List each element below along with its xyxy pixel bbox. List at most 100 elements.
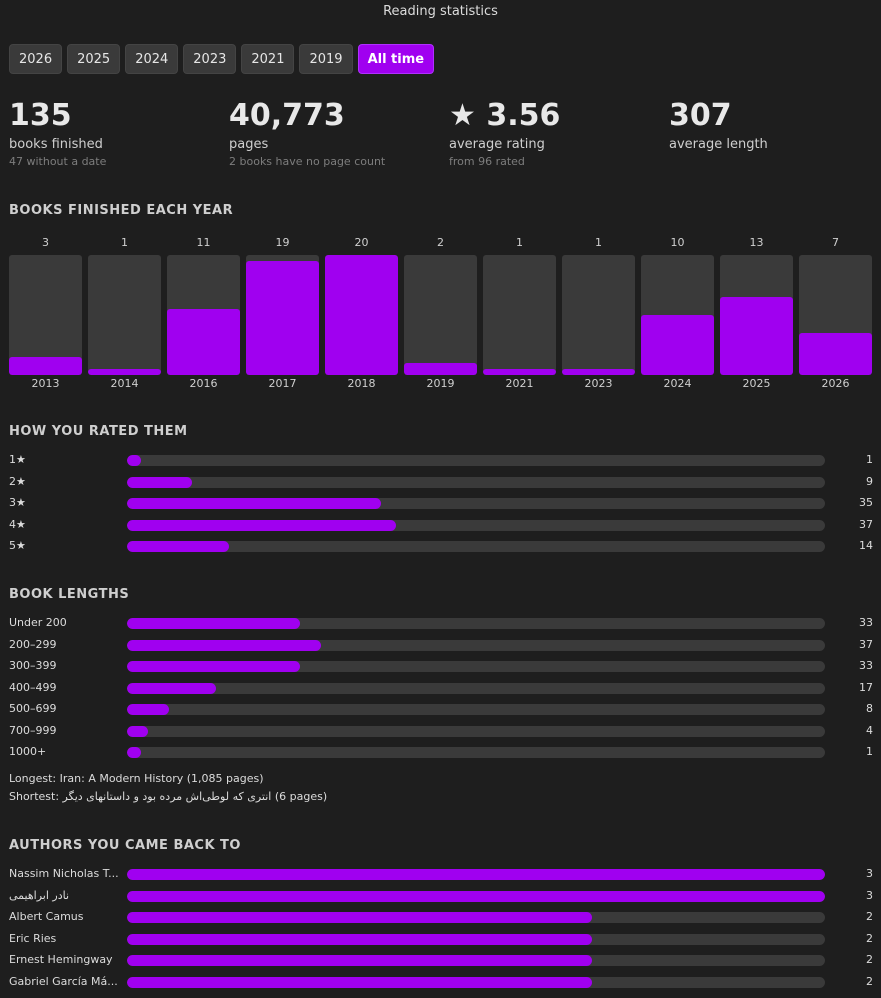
- books-per-year-chart: 3 2013 1 2014 11 2016 19 2017 20 2018 2 2019 1 2021 1 2…: [9, 236, 873, 396]
- books-finished-label: books finished: [9, 137, 103, 152]
- rating-count: 9: [866, 474, 873, 488]
- tab-2026[interactable]: 2026: [9, 44, 63, 74]
- author-row: Nassim Nicholas T... 3: [0, 866, 881, 882]
- author-count: 2: [866, 974, 873, 988]
- author-bar-track: [127, 912, 825, 923]
- author-bar: [127, 890, 825, 902]
- length-bar: [127, 661, 301, 672]
- year-column: 11 2016: [167, 236, 240, 390]
- year-bar-track: [9, 255, 82, 375]
- year-bar: [88, 369, 161, 375]
- year-column: 2 2019: [404, 236, 477, 390]
- tab-2025[interactable]: 2025: [67, 44, 121, 74]
- author-label: Gabriel García Má...: [9, 974, 118, 988]
- length-bar-track: [127, 725, 825, 737]
- year-count-label: 7: [832, 236, 839, 249]
- length-label: 300–399: [9, 659, 57, 672]
- length-bar-track: [127, 682, 825, 694]
- rating-label: 5★: [9, 539, 26, 552]
- length-count: 33: [859, 616, 873, 629]
- rating-count: 35: [859, 496, 873, 509]
- year-column: 1 2023: [562, 236, 635, 390]
- length-bar: [127, 682, 217, 694]
- length-row: Under 200 33: [0, 615, 881, 631]
- length-row: 400–499 17: [0, 680, 881, 696]
- length-bar-track: [127, 747, 825, 758]
- year-label: 2016: [189, 377, 218, 390]
- tab-all-time[interactable]: All time: [357, 44, 435, 74]
- author-bar-track: [127, 869, 825, 880]
- rating-bar: [127, 519, 397, 531]
- length-row: 1000+ 1: [0, 744, 881, 760]
- author-bar-track: [127, 890, 825, 902]
- rating-bar-track: [127, 476, 825, 488]
- longest-book: Longest: Iran: A Modern History (1,085 p…: [9, 772, 264, 785]
- author-count: 2: [866, 910, 873, 923]
- author-bar-track: [127, 955, 825, 966]
- year-bar-track: [325, 255, 398, 375]
- tab-2021[interactable]: 2021: [241, 44, 295, 74]
- year-bar-track: [167, 255, 240, 375]
- rating-bar-track: [127, 519, 825, 531]
- year-bar-track: [720, 255, 793, 375]
- year-bar-track: [799, 255, 872, 375]
- year-count-label: 1: [121, 236, 128, 249]
- year-label: 2018: [347, 377, 376, 390]
- length-row: 300–399 33: [0, 658, 881, 674]
- length-label: 700–999: [9, 723, 57, 737]
- year-bar: [246, 261, 319, 375]
- year-label: 2014: [110, 377, 139, 390]
- pages-label: pages: [229, 137, 269, 152]
- year-bar-track: [483, 255, 556, 375]
- rating-row: 5★ 14: [0, 538, 881, 554]
- author-count: 2: [866, 931, 873, 945]
- author-label: Albert Camus: [9, 910, 84, 923]
- stat-pages: 40,773 pages 2 books have no page count: [229, 96, 385, 170]
- rating-bar: [127, 455, 141, 466]
- year-column: 1 2021: [483, 236, 556, 390]
- tab-2019[interactable]: 2019: [299, 44, 353, 74]
- year-bar: [720, 297, 793, 375]
- rating-label: 1★: [9, 453, 26, 466]
- length-count: 33: [859, 659, 873, 672]
- length-label: Under 200: [9, 616, 67, 629]
- average-rating-sub: from 96 rated: [449, 155, 525, 168]
- stat-rating: ★ 3.56 average rating from 96 rated: [449, 96, 560, 170]
- tab-2024[interactable]: 2024: [125, 44, 179, 74]
- year-label: 2026: [821, 377, 850, 390]
- rating-count: 14: [859, 539, 873, 552]
- author-count: 3: [866, 867, 873, 880]
- average-rating-label: average rating: [449, 137, 545, 152]
- year-bar: [641, 315, 714, 375]
- length-bar-track: [127, 618, 825, 629]
- section-title-per-year: BOOKS FINISHED EACH YEAR: [9, 203, 234, 218]
- author-label: Nassim Nicholas T...: [9, 867, 119, 880]
- year-bar: [404, 363, 477, 375]
- author-row: Gabriel García Má... 2: [0, 974, 881, 990]
- year-label: 2019: [426, 377, 455, 390]
- length-bar: [127, 747, 141, 758]
- books-finished-sub: 47 without a date: [9, 155, 107, 168]
- length-row: 500–699 8: [0, 701, 881, 717]
- year-label: 2025: [742, 377, 771, 390]
- year-count-label: 10: [670, 236, 685, 249]
- rating-count: 37: [859, 517, 873, 531]
- author-count: 3: [866, 888, 873, 902]
- year-column: 3 2013: [9, 236, 82, 390]
- author-bar: [127, 955, 593, 966]
- stat-books: 135 books finished 47 without a date: [9, 96, 106, 170]
- length-label: 1000+: [9, 745, 47, 758]
- tab-2023[interactable]: 2023: [183, 44, 237, 74]
- year-bar-track: [88, 255, 161, 375]
- year-count-label: 19: [275, 236, 290, 249]
- year-bar: [483, 369, 556, 375]
- rating-bar: [127, 476, 193, 488]
- length-count: 4: [866, 723, 873, 737]
- length-bar-track: [127, 661, 825, 672]
- rating-row: 1★ 1: [0, 452, 881, 468]
- year-bar: [9, 357, 82, 375]
- year-bar-track: [404, 255, 477, 375]
- length-bar: [127, 704, 169, 715]
- length-count: 8: [866, 702, 873, 715]
- year-bar-track: [246, 255, 319, 375]
